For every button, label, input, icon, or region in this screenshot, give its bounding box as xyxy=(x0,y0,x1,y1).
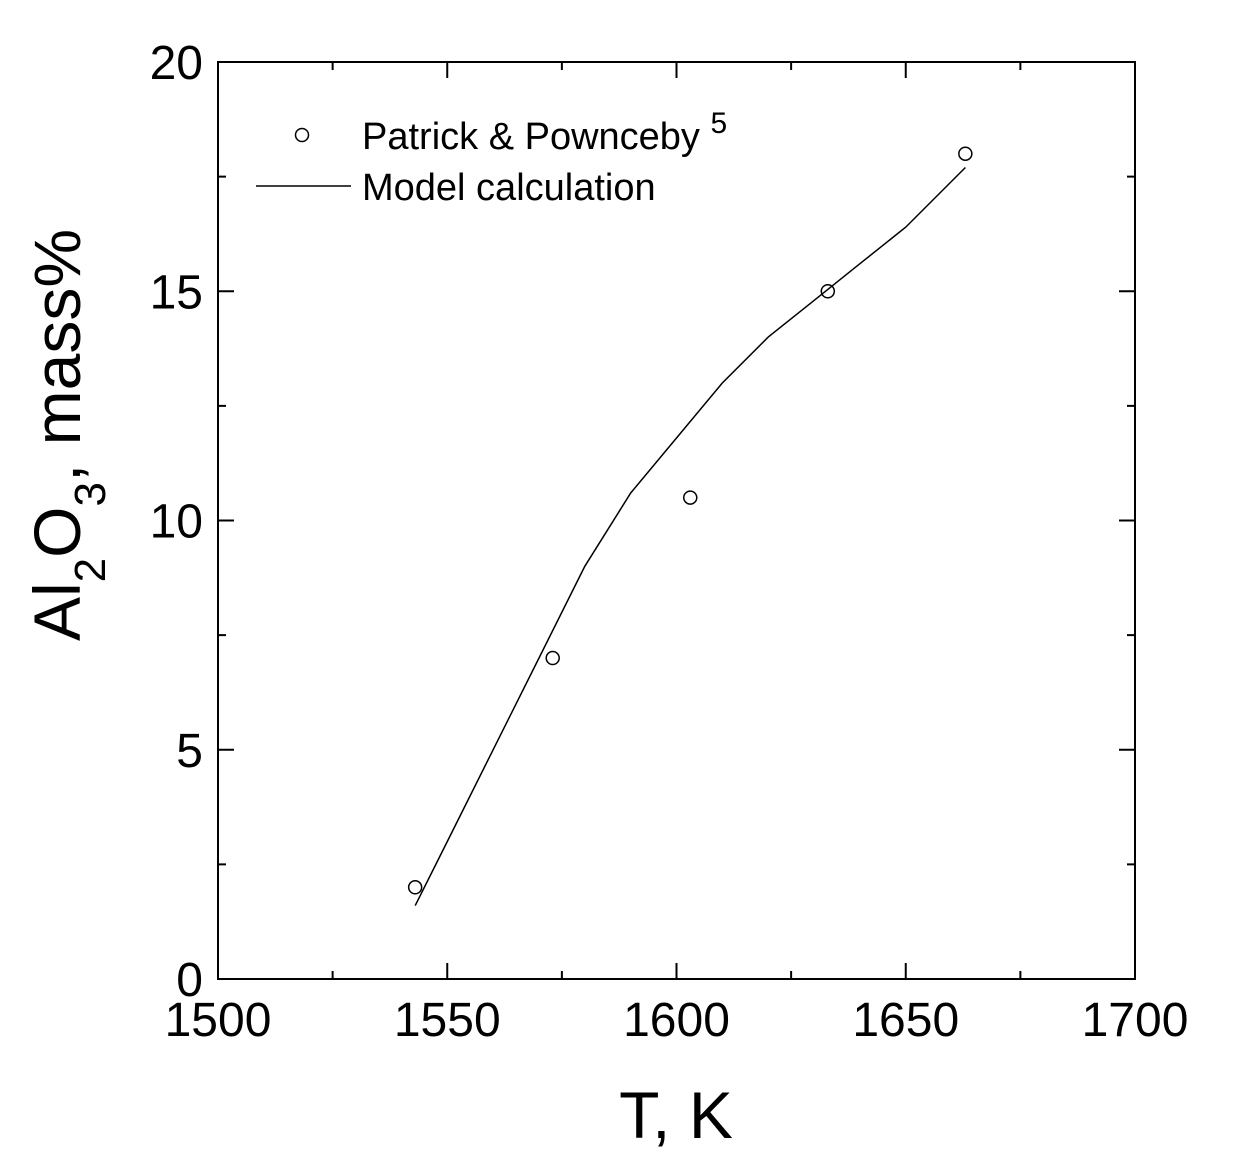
legend-label-model-calculation: Model calculation xyxy=(362,167,656,209)
legend-label-text: Patrick & Pownceby xyxy=(362,116,710,158)
y-title-subscript: 2 xyxy=(66,558,115,582)
data-point xyxy=(545,650,560,666)
tick-labels: 1500 1550 1600 1650 1700 0 5 10 15 20 xyxy=(150,37,1189,1047)
x-tick-label: 1500 xyxy=(165,994,272,1047)
y-title-part: Al xyxy=(20,582,94,641)
legend-marker-circle-icon xyxy=(294,127,310,143)
data-point xyxy=(407,880,423,895)
data-point xyxy=(683,490,698,505)
x-tick-label: 1650 xyxy=(852,994,959,1047)
data-point xyxy=(958,146,973,161)
y-tick-label: 0 xyxy=(176,954,203,1007)
series-layer xyxy=(407,146,973,906)
y-title-part: O xyxy=(20,507,94,558)
plot-frame xyxy=(217,61,1136,980)
x-tick-label: 1600 xyxy=(623,994,730,1047)
y-tick-label: 5 xyxy=(176,725,203,778)
y-axis-title: Al2O3, mass% xyxy=(20,229,115,641)
major-ticks xyxy=(217,61,1136,980)
y-title-subscript: 3 xyxy=(66,482,115,506)
legend: Patrick & Pownceby 5 Model calculation xyxy=(256,107,727,209)
y-tick-label: 20 xyxy=(150,37,203,90)
data-point xyxy=(820,284,836,299)
model-calculation-line xyxy=(414,166,966,906)
x-tick-label: 1700 xyxy=(1082,994,1189,1047)
legend-label-patrick-pownceby: Patrick & Pownceby 5 xyxy=(362,107,727,159)
legend-label-superscript: 5 xyxy=(710,107,727,140)
y-tick-label: 15 xyxy=(150,266,203,319)
x-tick-label: 1550 xyxy=(394,994,501,1047)
y-title-part: , mass% xyxy=(20,229,94,482)
minor-ticks xyxy=(218,62,1135,979)
x-axis-title: T, K xyxy=(619,1078,733,1152)
y-tick-label: 10 xyxy=(150,496,203,549)
